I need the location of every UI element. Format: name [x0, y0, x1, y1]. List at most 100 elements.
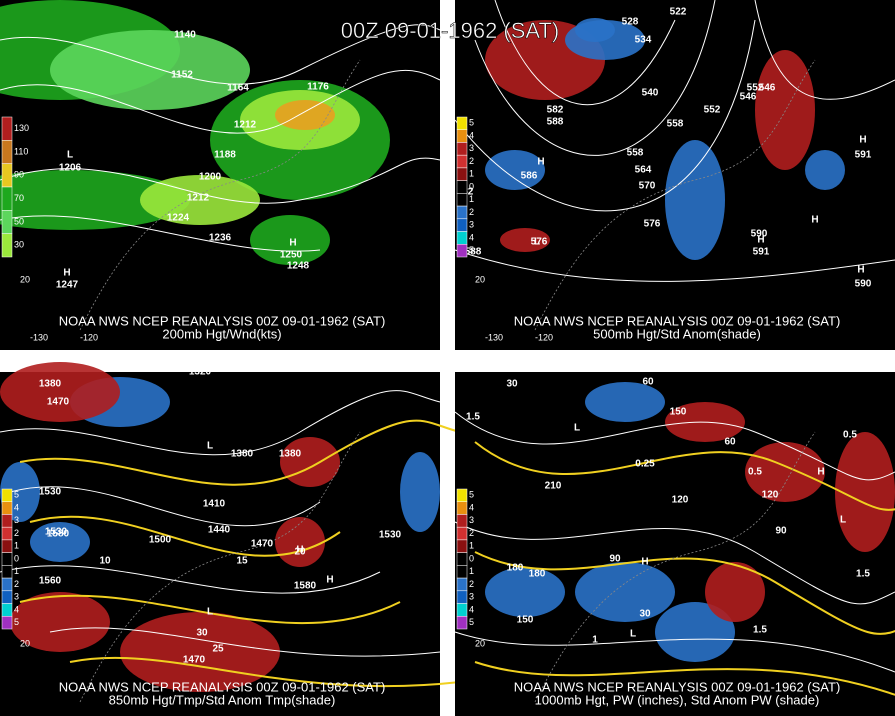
- contour-label: L: [840, 515, 846, 526]
- contour-label: 15: [236, 556, 248, 567]
- contour-label: 10: [99, 556, 111, 567]
- contour-label: H: [289, 238, 296, 249]
- shading: [705, 562, 765, 622]
- contour-label: L: [207, 607, 213, 618]
- contour-label: L: [630, 629, 636, 640]
- colorbar-swatch: [456, 539, 468, 553]
- contour: [0, 565, 381, 594]
- shading: [500, 228, 550, 252]
- colorbar-label: 1: [14, 566, 19, 576]
- colorbar-swatch: [456, 231, 468, 245]
- contour-label: 552: [704, 105, 721, 116]
- colorbar-swatch: [456, 577, 468, 592]
- colorbar-label: 5: [14, 490, 19, 500]
- contour-label: H: [326, 575, 333, 586]
- shading: [745, 442, 825, 502]
- contour-label: 1440: [208, 525, 231, 536]
- contour-label: H: [537, 157, 544, 168]
- colorbar-swatch: [1, 233, 13, 258]
- colorbar-swatch: [1, 116, 13, 141]
- contour-label: H: [641, 557, 648, 568]
- colorbar-swatch: [1, 590, 13, 604]
- contour-label: 576: [531, 237, 548, 248]
- contour-label: L: [574, 423, 580, 434]
- contour-label: 1530: [379, 530, 402, 541]
- contour-secondary: [69, 656, 461, 688]
- colorbar-swatch: [1, 603, 13, 617]
- contour-label: 1320: [189, 367, 212, 378]
- map-panel: 1380132014701380138014101440147015001530…: [0, 362, 461, 716]
- colorbar-label: 5: [469, 245, 474, 255]
- contour-label: 1248: [287, 261, 310, 272]
- contour: [9, 486, 321, 527]
- colorbar-swatch: [456, 116, 468, 130]
- shading: [0, 362, 120, 422]
- contour-label: 1380: [279, 449, 302, 460]
- contour-secondary: [19, 594, 401, 624]
- colorbar-label: 4: [469, 502, 474, 512]
- colorbar-label: 0: [469, 553, 474, 563]
- colorbar-label: 2: [14, 579, 19, 589]
- contour-label: 1470: [251, 539, 274, 550]
- contour-label: 591: [753, 247, 770, 258]
- colorbar-label: 30: [14, 240, 24, 250]
- contour: [0, 215, 321, 252]
- contour-label: 552: [747, 83, 764, 94]
- contour-label: 1580: [47, 529, 70, 540]
- contour-label: 1530: [39, 487, 62, 498]
- map-title: 00Z 09-01-1962 (SAT): [341, 18, 559, 43]
- colorbar-label: 2: [469, 579, 474, 589]
- contour: [494, 0, 676, 105]
- contour-secondary: [19, 419, 461, 486]
- colorbar-label: 110: [14, 146, 28, 156]
- colorbar-swatch: [1, 577, 13, 592]
- shading: [50, 30, 250, 110]
- contour-label: L: [207, 441, 213, 452]
- colorbar-label: 0: [469, 181, 474, 191]
- colorbar-swatch: [456, 167, 468, 181]
- axis-label: -120: [535, 332, 553, 342]
- colorbar-label: 5: [469, 617, 474, 627]
- colorbar-label: 1: [469, 541, 474, 551]
- contour-label: 1.5: [466, 412, 480, 423]
- contour-label: 576: [644, 219, 661, 230]
- colorbar-swatch: [456, 193, 468, 207]
- colorbar-label: 50: [14, 216, 24, 226]
- axis-label: 20: [475, 638, 485, 648]
- axis-label: -130: [30, 332, 48, 342]
- contour: [474, 0, 716, 156]
- colorbar-swatch: [456, 590, 468, 604]
- contour-label: 522: [670, 7, 687, 18]
- map-panel: 30 60901201501802101801501209060301.50.25…: [454, 372, 895, 716]
- colorbar-label: 130: [14, 123, 29, 133]
- contour-label: 1176: [307, 82, 329, 93]
- panel-caption: NOAA NWS NCEP REANALYSIS 00Z 09-01-1962 …: [514, 679, 841, 694]
- contour-label: 1500: [149, 535, 172, 546]
- colorbar-swatch: [1, 210, 13, 234]
- contour-label: 30: [196, 628, 208, 639]
- contour-label: 546: [740, 92, 757, 103]
- contour-label: 0.25: [635, 459, 655, 470]
- shading: [575, 562, 675, 622]
- shading: [275, 100, 335, 130]
- axis-label: 20: [475, 274, 485, 284]
- shading: [275, 517, 325, 567]
- contour-label: 582: [547, 105, 564, 116]
- contour: [0, 69, 441, 134]
- contour: [0, 390, 441, 456]
- contour-label: 1140: [174, 30, 196, 41]
- colorbar-label: 5: [469, 118, 474, 128]
- contour-label: 150: [517, 615, 534, 626]
- shading: [10, 592, 110, 652]
- contour-label: 540: [642, 88, 659, 99]
- contour-label: H: [757, 235, 764, 246]
- contour-label: 90: [609, 554, 621, 565]
- colorbar-swatch: [1, 616, 13, 630]
- colorbar-label: 3: [14, 592, 19, 602]
- contour-label: 0.5: [748, 467, 762, 478]
- colorbar-swatch: [456, 129, 468, 143]
- contour-label: 1247: [56, 280, 79, 291]
- contour-label: 1470: [183, 655, 206, 666]
- colorbar-swatch: [456, 488, 468, 502]
- colorbar-label: 3: [469, 592, 474, 602]
